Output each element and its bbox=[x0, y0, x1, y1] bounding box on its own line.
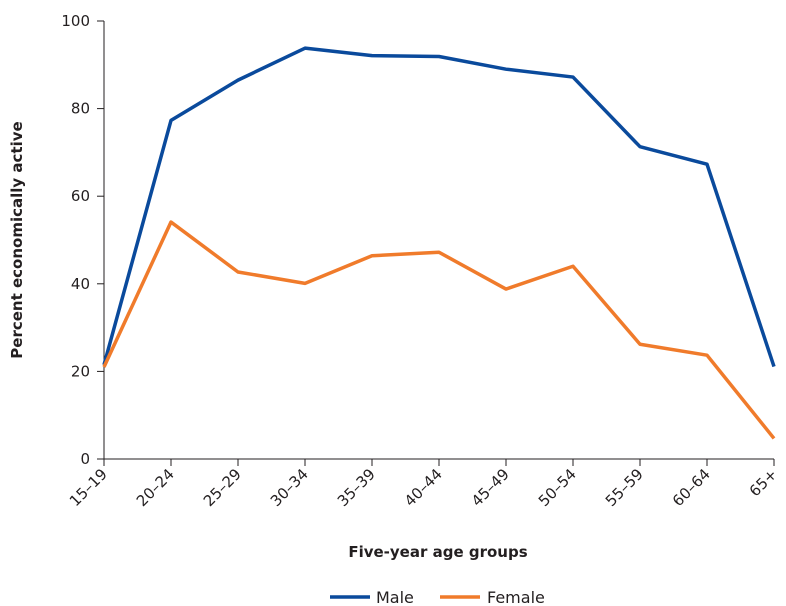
y-axis-title: Percent economically active bbox=[8, 121, 26, 358]
y-tick-label: 20 bbox=[71, 362, 90, 380]
y-tick-label: 80 bbox=[71, 100, 90, 118]
legend-label-male: Male bbox=[376, 588, 414, 606]
x-tick-label: 60–64 bbox=[669, 465, 714, 510]
x-tick-label: 45–49 bbox=[468, 465, 513, 510]
series-line-male bbox=[102, 46, 776, 368]
x-tick-label: 25–29 bbox=[200, 465, 245, 510]
x-axis-title: Five-year age groups bbox=[348, 543, 527, 561]
legend-label-female: Female bbox=[487, 588, 545, 606]
x-tick-label: 65+ bbox=[746, 465, 781, 500]
y-tick-label: 0 bbox=[80, 450, 90, 468]
plot-area: 0 20 40 60 80 100 15–19 20–24 25–29 30–34 35–39 40–… bbox=[61, 12, 780, 510]
legend-item-male: Male bbox=[330, 588, 414, 606]
legend: Male Female bbox=[330, 588, 545, 606]
series-line-female bbox=[102, 220, 776, 440]
y-tick-label: 60 bbox=[71, 187, 90, 205]
x-tick-label: 30–34 bbox=[267, 465, 312, 510]
x-tick-label: 50–54 bbox=[535, 465, 580, 510]
legend-item-female: Female bbox=[440, 588, 545, 606]
x-tick-label: 55–59 bbox=[602, 465, 647, 510]
x-tick-label: 35–39 bbox=[334, 465, 379, 510]
y-tick-label: 100 bbox=[61, 12, 90, 30]
y-tick-label: 40 bbox=[71, 275, 90, 293]
x-tick-label: 20–24 bbox=[133, 465, 178, 510]
x-tick-label: 15–19 bbox=[66, 465, 111, 510]
x-tick-label: 40–44 bbox=[401, 465, 446, 510]
